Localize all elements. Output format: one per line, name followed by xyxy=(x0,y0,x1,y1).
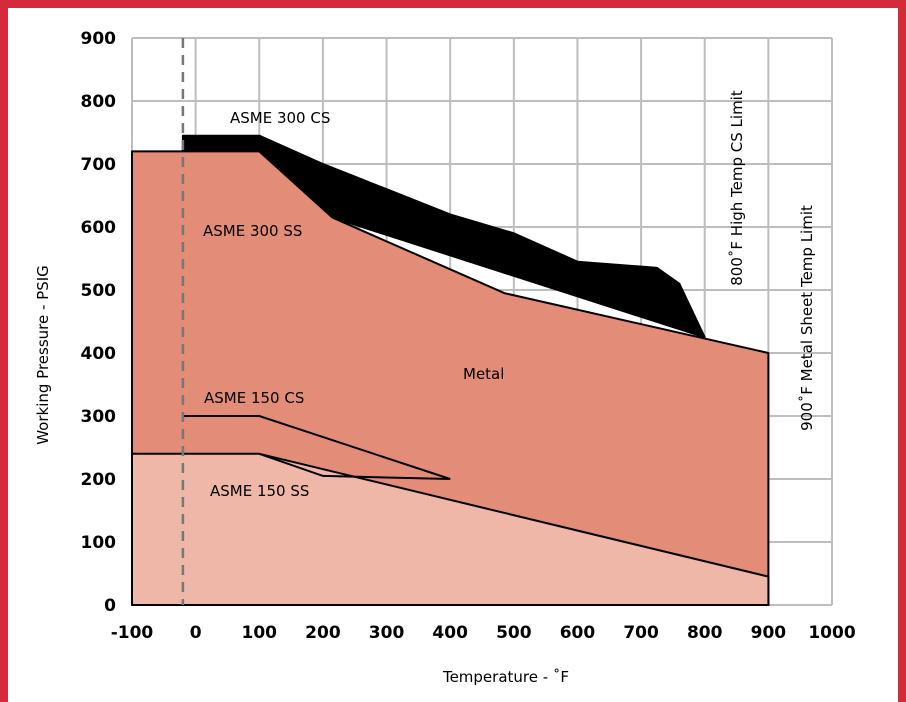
region-asme-300-cs xyxy=(181,134,706,339)
y-tick-label: 200 xyxy=(81,470,117,490)
x-tick-label: 200 xyxy=(305,623,341,643)
series-lines xyxy=(182,415,451,480)
annotation-800f-limit: 800˚F High Temp CS Limit xyxy=(728,90,746,286)
x-tick-labels: -100 0 100 200 300 400 500 600 700 800 900 1000 xyxy=(111,623,856,643)
y-tick-label: 100 xyxy=(81,533,117,553)
x-tick-label: 0 xyxy=(190,623,202,643)
y-tick-labels: 0 100 200 300 400 500 600 700 800 900 xyxy=(81,29,117,616)
x-tick-label: 100 xyxy=(242,623,278,643)
y-tick-label: 500 xyxy=(81,281,117,301)
x-tick-label: 1000 xyxy=(808,623,855,643)
y-tick-label: 400 xyxy=(81,344,117,364)
annotation-asme-150-cs: ASME 150 CS xyxy=(204,389,304,407)
y-tick-label: 800 xyxy=(81,92,117,112)
annotation-asme-150-ss: ASME 150 SS xyxy=(210,482,309,500)
regions xyxy=(131,134,770,606)
annotation-900f-limit: 900˚F Metal Sheet Temp Limit xyxy=(798,205,816,431)
annotation-metal: Metal xyxy=(463,365,504,383)
y-tick-label: 900 xyxy=(81,29,117,49)
annotation-asme-300-ss: ASME 300 SS xyxy=(203,222,302,240)
y-tick-label: 300 xyxy=(81,407,117,427)
x-tick-label: 300 xyxy=(369,623,405,643)
x-tick-label: 400 xyxy=(432,623,468,643)
annotation-asme-300-cs: ASME 300 CS xyxy=(230,109,330,127)
series-line-asme-150-ss xyxy=(258,452,451,480)
series-line-asme-150-cs xyxy=(182,415,451,480)
x-axis-label: Temperature - ˚F xyxy=(442,668,569,686)
y-axis-label: Working Pressure - PSIG xyxy=(34,265,52,445)
x-tick-label: 900 xyxy=(751,623,787,643)
x-tick-label: 800 xyxy=(687,623,723,643)
x-tick-label: 600 xyxy=(560,623,596,643)
y-tick-label: 600 xyxy=(81,218,117,238)
x-tick-label: -100 xyxy=(111,623,154,643)
region-asme-150-ss xyxy=(131,452,770,606)
x-tick-label: 500 xyxy=(496,623,532,643)
y-tick-label: 0 xyxy=(104,596,116,616)
x-tick-label: 700 xyxy=(623,623,659,643)
y-tick-label: 700 xyxy=(81,155,117,175)
